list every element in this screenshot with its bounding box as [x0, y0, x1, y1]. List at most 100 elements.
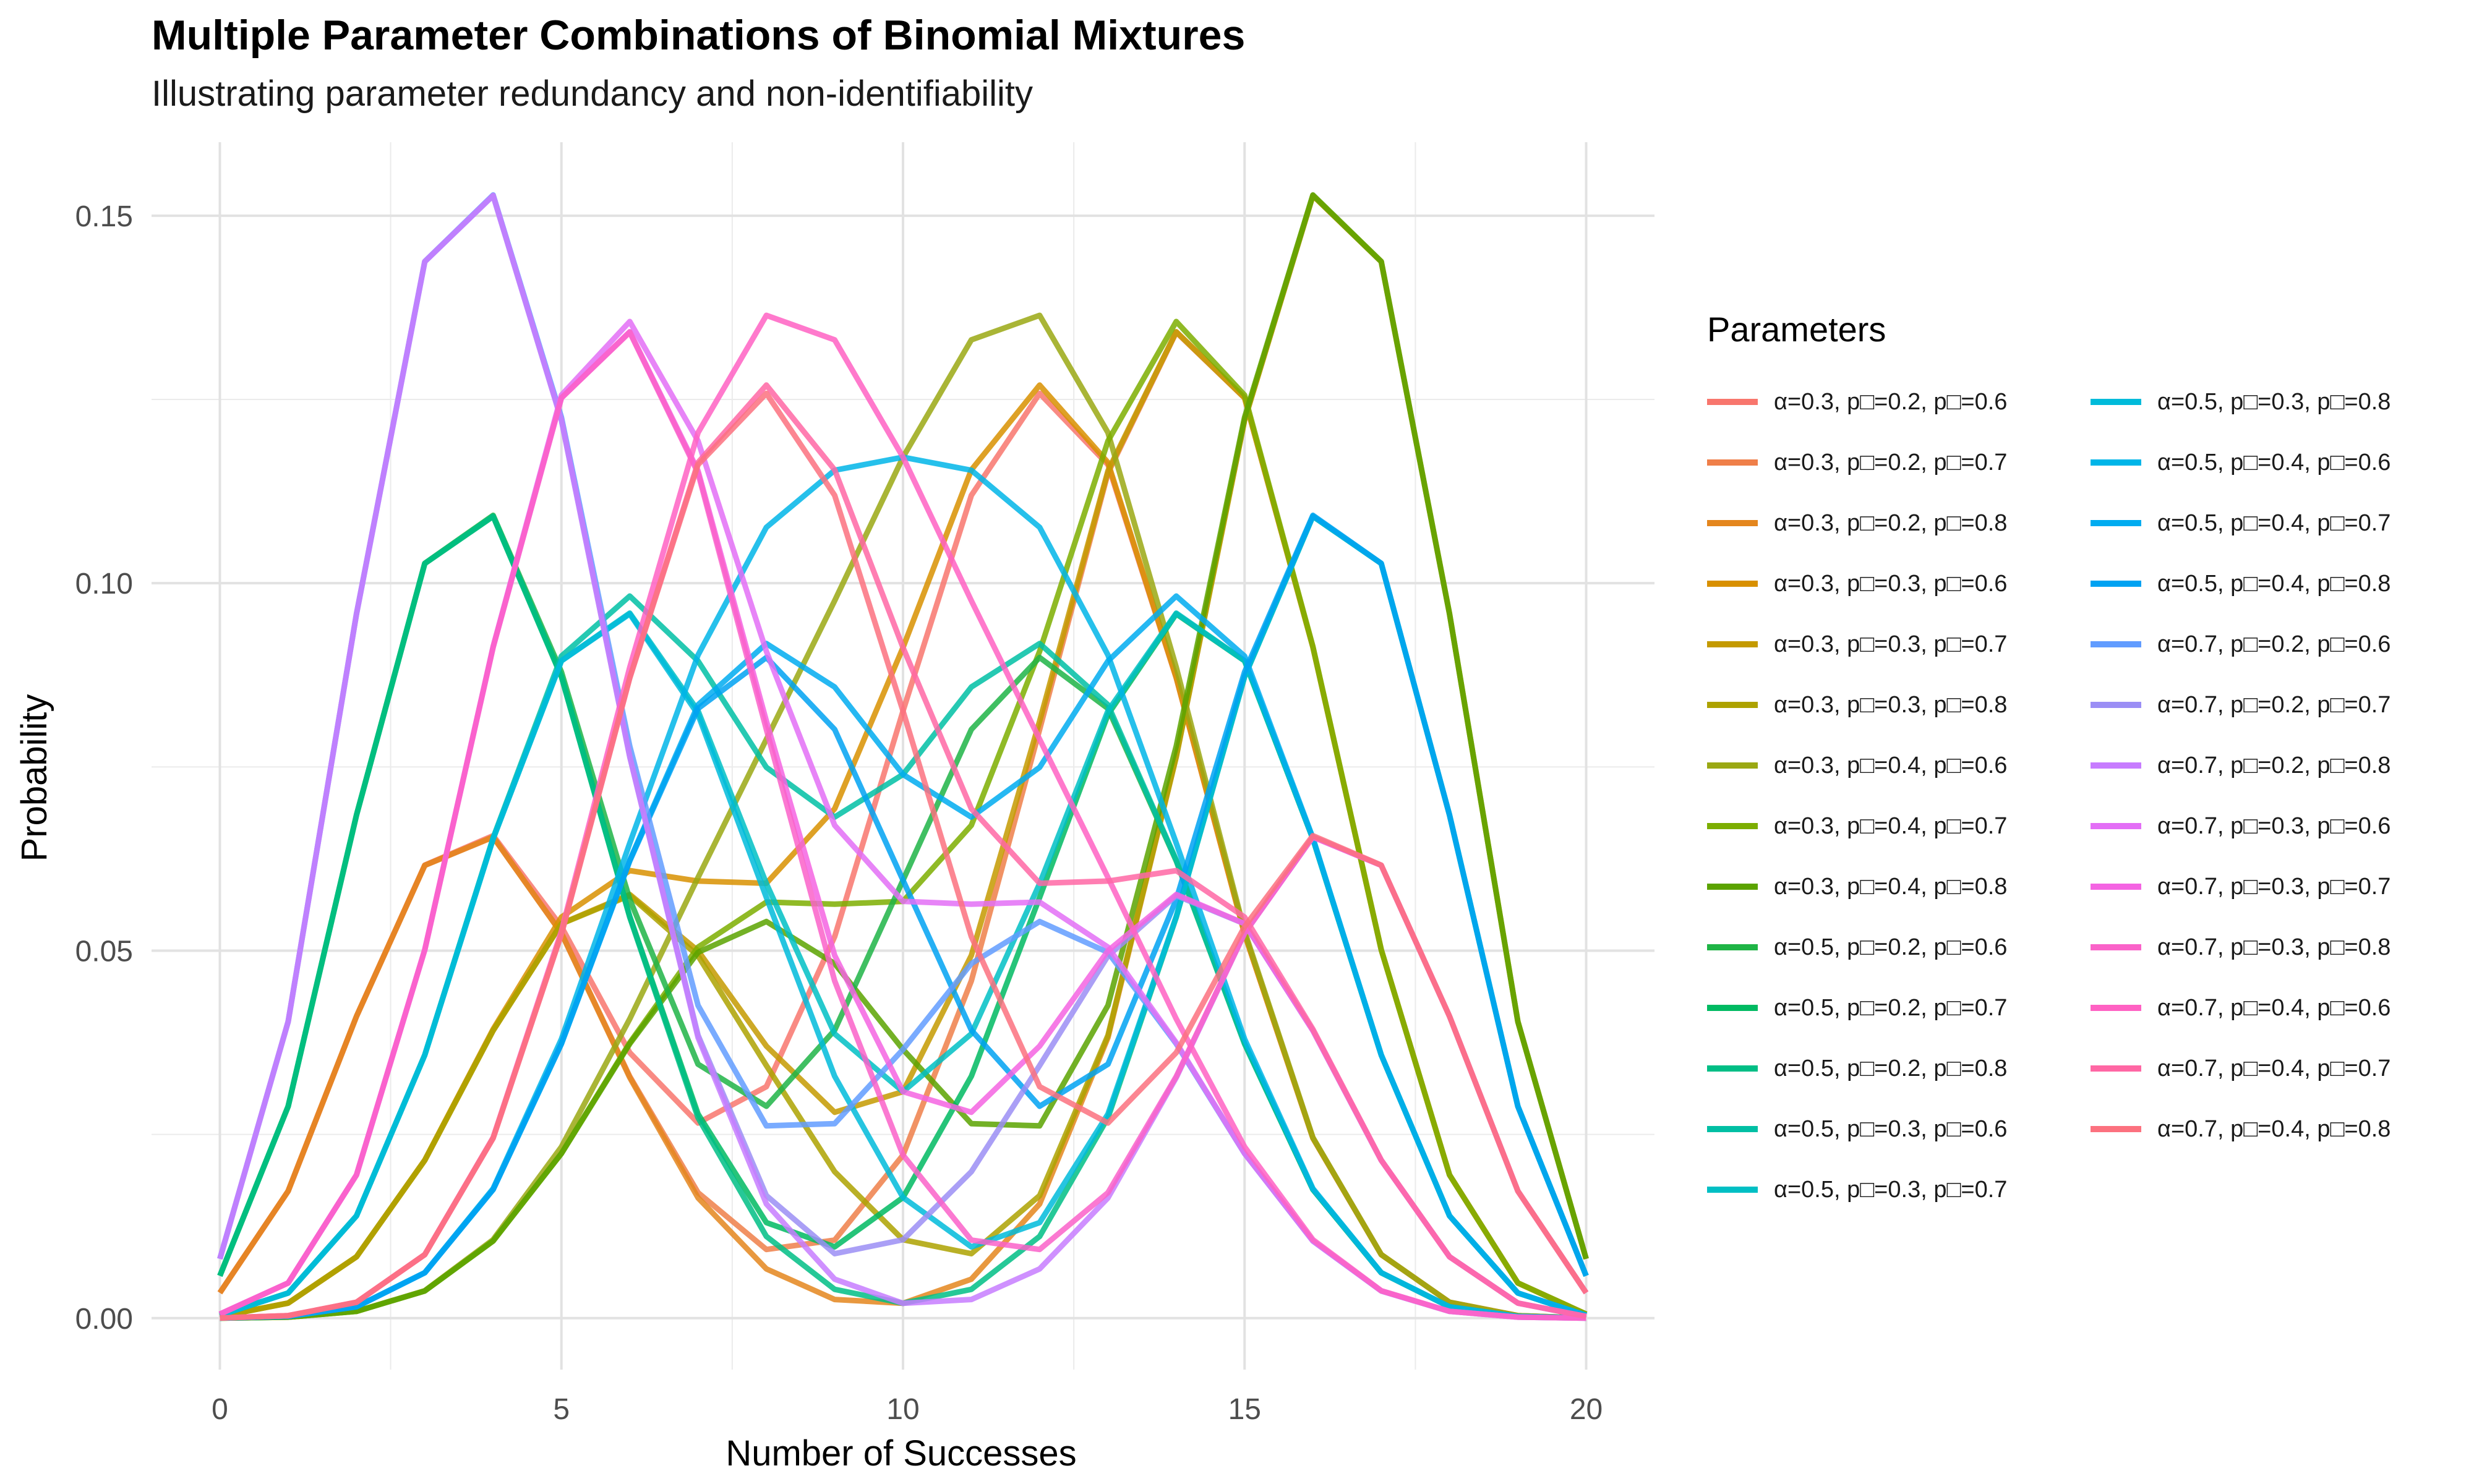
legend-swatch [2091, 641, 2141, 647]
legend-label: α=0.5, p□=0.4, p□=0.6 [2157, 449, 2391, 475]
legend-swatch [1707, 944, 1758, 950]
legend-swatch [2091, 581, 2141, 587]
legend-label: α=0.5, p□=0.3, p□=0.6 [1774, 1115, 2008, 1142]
legend-swatch [1707, 459, 1758, 466]
legend-label: α=0.5, p□=0.3, p□=0.8 [2157, 388, 2391, 415]
legend-item: α=0.3, p□=0.4, p□=0.8 [1707, 856, 2091, 917]
legend-item: α=0.5, p□=0.4, p□=0.6 [2091, 432, 2462, 493]
chart-subtitle: Illustrating parameter redundancy and no… [152, 74, 1034, 114]
legend-swatch [1707, 1187, 1758, 1193]
series-lines [217, 192, 1589, 1321]
legend-label: α=0.7, p□=0.2, p□=0.6 [2157, 631, 2391, 657]
legend-item: α=0.7, p□=0.2, p□=0.8 [2091, 735, 2462, 796]
legend-label: α=0.5, p□=0.2, p□=0.6 [1774, 934, 2008, 960]
legend-item: α=0.5, p□=0.3, p□=0.7 [1707, 1159, 2091, 1220]
x-tick-label: 5 [553, 1393, 570, 1426]
legend-item: α=0.3, p□=0.3, p□=0.8 [1707, 675, 2091, 735]
legend-item: α=0.7, p□=0.4, p□=0.6 [2091, 978, 2462, 1038]
legend-item: α=0.3, p□=0.3, p□=0.6 [1707, 553, 2091, 614]
chart-title: Multiple Parameter Combinations of Binom… [152, 12, 1246, 59]
legend-label: α=0.7, p□=0.3, p□=0.7 [2157, 873, 2391, 900]
legend-item: α=0.3, p□=0.2, p□=0.8 [1707, 493, 2091, 553]
legend-swatch [1707, 702, 1758, 708]
legend-swatch [2091, 459, 2141, 466]
legend-swatch [2091, 520, 2141, 526]
legend-label: α=0.5, p□=0.2, p□=0.7 [1774, 994, 2008, 1021]
y-tick-label: 0.00 [75, 1303, 133, 1336]
legend-label: α=0.7, p□=0.3, p□=0.6 [2157, 812, 2391, 839]
legend-label: α=0.5, p□=0.4, p□=0.7 [2157, 510, 2391, 536]
legend-swatch [2091, 1126, 2141, 1132]
legend: Parameters α=0.3, p□=0.2, p□=0.6 α=0.3, p… [1707, 309, 2462, 1220]
legend-label: α=0.7, p□=0.4, p□=0.6 [2157, 994, 2391, 1021]
y-tick-label: 0.15 [75, 200, 133, 233]
x-tick-label: 15 [1228, 1393, 1261, 1426]
legend-label: α=0.7, p□=0.2, p□=0.8 [2157, 752, 2391, 778]
legend-label: α=0.3, p□=0.3, p□=0.8 [1774, 691, 2008, 718]
x-axis-title: Number of Successes [726, 1433, 1076, 1473]
legend-swatch [2091, 823, 2141, 829]
legend-swatch [1707, 823, 1758, 829]
legend-label: α=0.3, p□=0.4, p□=0.8 [1774, 873, 2008, 900]
legend-item: α=0.5, p□=0.2, p□=0.7 [1707, 978, 2091, 1038]
legend-label: α=0.3, p□=0.3, p□=0.6 [1774, 570, 2008, 597]
legend-label: α=0.3, p□=0.3, p□=0.7 [1774, 631, 2008, 657]
legend-swatch [1707, 884, 1758, 890]
legend-swatch [2091, 399, 2141, 405]
legend-label: α=0.3, p□=0.2, p□=0.6 [1774, 388, 2008, 415]
legend-item: α=0.7, p□=0.4, p□=0.7 [2091, 1038, 2462, 1099]
x-tick-label: 10 [886, 1393, 919, 1426]
legend-label: α=0.5, p□=0.2, p□=0.8 [1774, 1055, 2008, 1081]
legend-label: α=0.3, p□=0.4, p□=0.7 [1774, 812, 2008, 839]
y-tick-label: 0.10 [75, 568, 133, 600]
series-line [220, 512, 1589, 1321]
legend-swatch [2091, 944, 2141, 950]
legend-item: α=0.3, p□=0.3, p□=0.7 [1707, 614, 2091, 675]
legend-item: α=0.7, p□=0.4, p□=0.8 [2091, 1099, 2462, 1159]
x-tick-label: 0 [212, 1393, 228, 1426]
legend-swatch [2091, 762, 2141, 769]
legend-swatch [1707, 1005, 1758, 1011]
legend-items: α=0.3, p□=0.2, p□=0.6 α=0.3, p□=0.2, p□=0… [1707, 372, 2462, 1220]
legend-swatch [1707, 1126, 1758, 1132]
legend-item: α=0.5, p□=0.2, p□=0.8 [1707, 1038, 2091, 1099]
legend-label: α=0.3, p□=0.4, p□=0.6 [1774, 752, 2008, 778]
legend-item: α=0.5, p□=0.2, p□=0.6 [1707, 917, 2091, 978]
legend-item: α=0.3, p□=0.2, p□=0.6 [1707, 372, 2091, 432]
legend-item: α=0.5, p□=0.4, p□=0.7 [2091, 493, 2462, 553]
tick-labels: 0 5 10 15 20 0.00 0.05 0.10 0.15 [75, 200, 1603, 1426]
legend-item: α=0.7, p□=0.2, p□=0.7 [2091, 675, 2462, 735]
y-tick-label: 0.05 [75, 935, 133, 968]
legend-label: α=0.3, p□=0.2, p□=0.7 [1774, 449, 2008, 475]
grid-lines [152, 142, 1654, 1370]
legend-label: α=0.7, p□=0.4, p□=0.8 [2157, 1115, 2391, 1142]
legend-swatch [2091, 702, 2141, 708]
legend-item: α=0.7, p□=0.3, p□=0.8 [2091, 917, 2462, 978]
legend-item: α=0.3, p□=0.4, p□=0.6 [1707, 735, 2091, 796]
legend-item: α=0.7, p□=0.3, p□=0.6 [2091, 796, 2462, 856]
legend-item: α=0.7, p□=0.3, p□=0.7 [2091, 856, 2462, 917]
legend-item: α=0.5, p□=0.3, p□=0.8 [2091, 372, 2462, 432]
legend-item: α=0.5, p□=0.4, p□=0.8 [2091, 553, 2462, 614]
legend-item: α=0.7, p□=0.2, p□=0.6 [2091, 614, 2462, 675]
legend-swatch [1707, 762, 1758, 769]
legend-swatch [1707, 581, 1758, 587]
legend-swatch [2091, 1005, 2141, 1011]
legend-swatch [1707, 1065, 1758, 1072]
legend-label: α=0.3, p□=0.2, p□=0.8 [1774, 510, 2008, 536]
legend-swatch [1707, 520, 1758, 526]
legend-item: α=0.5, p□=0.3, p□=0.6 [1707, 1099, 2091, 1159]
legend-swatch [2091, 1065, 2141, 1072]
legend-title: Parameters [1707, 310, 1886, 349]
legend-label: α=0.7, p□=0.2, p□=0.7 [2157, 691, 2391, 718]
legend-label: α=0.5, p□=0.3, p□=0.7 [1774, 1176, 2008, 1203]
legend-label: α=0.5, p□=0.4, p□=0.8 [2157, 570, 2391, 597]
x-tick-label: 20 [1570, 1393, 1603, 1426]
legend-swatch [2091, 884, 2141, 890]
legend-item: α=0.3, p□=0.2, p□=0.7 [1707, 432, 2091, 493]
series-line [220, 390, 1589, 1321]
legend-label: α=0.7, p□=0.4, p□=0.7 [2157, 1055, 2391, 1081]
legend-swatch [1707, 399, 1758, 405]
legend-swatch [1707, 641, 1758, 647]
